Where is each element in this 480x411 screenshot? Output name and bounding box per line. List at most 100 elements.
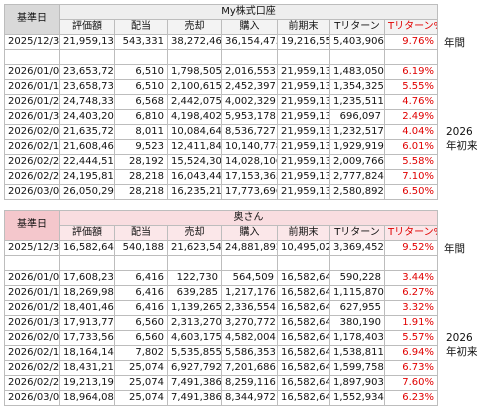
row-date: 2026/02/06	[4, 124, 60, 140]
row-cell: 1.91%	[384, 315, 438, 331]
column-header: 配当	[114, 225, 168, 241]
row-cell: 2,016,553	[221, 64, 278, 80]
column-header: 評価額	[59, 19, 115, 35]
annual-date: 2025/12/30	[4, 240, 60, 256]
row-cell: 5,586,353	[221, 345, 278, 361]
column-header: 評価額	[59, 225, 115, 241]
row-cell: 2,009,766	[329, 154, 385, 170]
row-cell: 21,959,139	[277, 184, 330, 200]
column-header: 配当	[114, 19, 168, 35]
row-cell: 5.55%	[384, 79, 438, 95]
annual-cell: 3,369,452	[329, 240, 385, 256]
row-cell: 8,344,972	[221, 390, 278, 406]
row-cell: 28,218	[114, 184, 168, 200]
row-cell: 10,084,647	[167, 124, 222, 140]
row-date: 2026/01/30	[4, 315, 60, 331]
row-cell: 26,050,295	[59, 184, 115, 200]
annual-cell: 10,495,025	[277, 240, 330, 256]
blank-cell	[329, 255, 385, 271]
row-cell: 4,198,402	[167, 109, 222, 125]
row-cell: 21,608,465	[59, 139, 115, 155]
date-header: 基準日	[4, 4, 60, 35]
row-cell: 4,582,004	[221, 330, 278, 346]
row-cell: 21,959,139	[277, 154, 330, 170]
row-date: 2026/01/09	[4, 64, 60, 80]
row-cell: 9,523	[114, 139, 168, 155]
row-cell: 16,582,640	[277, 345, 330, 361]
row-cell: 16,582,640	[277, 270, 330, 286]
row-cell: 16,582,640	[277, 330, 330, 346]
row-cell: 2,442,075	[167, 94, 222, 110]
row-cell: 21,635,725	[59, 124, 115, 140]
row-cell: 6.73%	[384, 360, 438, 376]
blank-cell	[59, 49, 115, 65]
row-cell: 639,285	[167, 285, 222, 301]
row-date: 2026/02/27	[4, 375, 60, 391]
row-cell: 16,043,441	[167, 169, 222, 185]
account-title: 奥さん	[59, 210, 438, 226]
row-cell: 17,608,231	[59, 270, 115, 286]
row-cell: 6.94%	[384, 345, 438, 361]
column-header: 前期末	[277, 225, 330, 241]
row-cell: 1,115,870	[329, 285, 385, 301]
row-date: 2026/01/16	[4, 79, 60, 95]
blank-cell	[4, 255, 60, 271]
row-cell: 18,164,147	[59, 345, 115, 361]
blank-cell	[277, 255, 330, 271]
row-cell: 1,599,758	[329, 360, 385, 376]
annual-cell: 21,959,139	[59, 34, 115, 50]
row-cell: 16,582,640	[277, 285, 330, 301]
row-cell: 10,140,778	[221, 139, 278, 155]
row-cell: 21,959,139	[277, 124, 330, 140]
annual-cell: 36,154,475	[221, 34, 278, 50]
row-cell: 21,959,139	[277, 139, 330, 155]
row-cell: 17,773,696	[221, 184, 278, 200]
row-cell: 3.44%	[384, 270, 438, 286]
row-cell: 1,178,403	[329, 330, 385, 346]
blank-cell	[384, 255, 438, 271]
row-cell: 24,748,336	[59, 94, 115, 110]
blank-cell	[221, 255, 278, 271]
row-cell: 7,491,386	[167, 375, 222, 391]
row-cell: 7.60%	[384, 375, 438, 391]
row-cell: 7,201,686	[221, 360, 278, 376]
row-cell: 8,259,116	[221, 375, 278, 391]
row-cell: 16,582,640	[277, 360, 330, 376]
row-cell: 28,192	[114, 154, 168, 170]
row-date: 2026/02/13	[4, 139, 60, 155]
row-cell: 1,929,919	[329, 139, 385, 155]
row-date: 2026/02/20	[4, 154, 60, 170]
row-cell: 2,100,615	[167, 79, 222, 95]
row-cell: 564,509	[221, 270, 278, 286]
row-cell: 21,959,139	[277, 94, 330, 110]
row-cell: 14,028,106	[221, 154, 278, 170]
row-cell: 22,444,510	[59, 154, 115, 170]
row-cell: 6,416	[114, 300, 168, 316]
row-cell: 21,959,139	[277, 64, 330, 80]
row-cell: 18,964,086	[59, 390, 115, 406]
annual-cell: 38,272,469	[167, 34, 222, 50]
row-date: 2026/01/23	[4, 94, 60, 110]
row-cell: 24,403,202	[59, 109, 115, 125]
row-cell: 6.27%	[384, 285, 438, 301]
row-cell: 23,653,727	[59, 64, 115, 80]
annual-cell: 24,881,892	[221, 240, 278, 256]
row-date: 2026/01/16	[4, 285, 60, 301]
column-header: 売却	[167, 19, 222, 35]
row-cell: 590,228	[329, 270, 385, 286]
blank-cell	[384, 49, 438, 65]
row-date: 2026/03/02	[4, 390, 60, 406]
row-cell: 1,232,517	[329, 124, 385, 140]
row-cell: 21,959,139	[277, 109, 330, 125]
row-cell: 24,195,819	[59, 169, 115, 185]
annual-cell: 9.52%	[384, 240, 438, 256]
blank-cell	[167, 255, 222, 271]
blank-cell	[329, 49, 385, 65]
annual-note: 年間	[444, 243, 465, 255]
row-cell: 8,536,727	[221, 124, 278, 140]
column-header: Tリターン	[329, 19, 385, 35]
row-cell: 6,416	[114, 285, 168, 301]
row-cell: 6.50%	[384, 184, 438, 200]
annual-cell: 16,582,640	[59, 240, 115, 256]
